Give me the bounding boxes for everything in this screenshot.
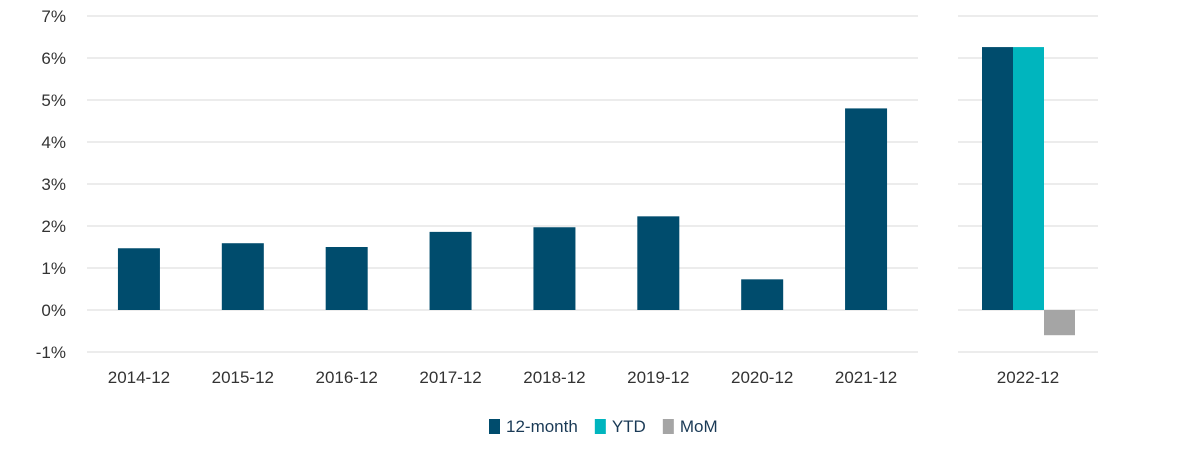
x-tick-label: 2015-12	[212, 368, 274, 387]
bar-ytd	[1013, 47, 1044, 311]
bar-12-month	[429, 231, 472, 310]
x-tick-label: 2018-12	[523, 368, 585, 387]
x-tick-label: 2020-12	[731, 368, 793, 387]
x-tick-label: 2014-12	[108, 368, 170, 387]
x-tick-label: 2022-12	[997, 368, 1059, 387]
legend-label: MoM	[680, 417, 718, 436]
x-tick-label: 2021-12	[835, 368, 897, 387]
bar-12-month	[533, 227, 576, 310]
y-tick-label: 4%	[41, 133, 66, 152]
y-tick-label: 3%	[41, 175, 66, 194]
x-tick-label: 2017-12	[419, 368, 481, 387]
bar-12-month	[325, 247, 368, 310]
x-tick-label: 2016-12	[315, 368, 377, 387]
bar-12-month	[845, 108, 888, 311]
bar-12-month	[117, 248, 160, 310]
y-tick-label: 7%	[41, 7, 66, 26]
y-tick-label: 6%	[41, 49, 66, 68]
y-tick-label: 1%	[41, 259, 66, 278]
bar-12-month	[637, 216, 680, 310]
bar-12-month	[221, 243, 264, 310]
bar-12-month	[741, 279, 784, 310]
y-tick-label: 2%	[41, 217, 66, 236]
y-tick-label: 5%	[41, 91, 66, 110]
bar-12-month	[982, 47, 1013, 311]
y-tick-label: -1%	[36, 343, 66, 362]
legend-label: 12-month	[506, 417, 578, 436]
legend-swatch	[489, 419, 500, 434]
legend-label: YTD	[612, 417, 646, 436]
bar-mom	[1044, 310, 1075, 336]
x-tick-label: 2019-12	[627, 368, 689, 387]
legend-swatch	[662, 419, 674, 434]
y-tick-label: 0%	[41, 301, 66, 320]
legend-swatch	[594, 419, 606, 434]
